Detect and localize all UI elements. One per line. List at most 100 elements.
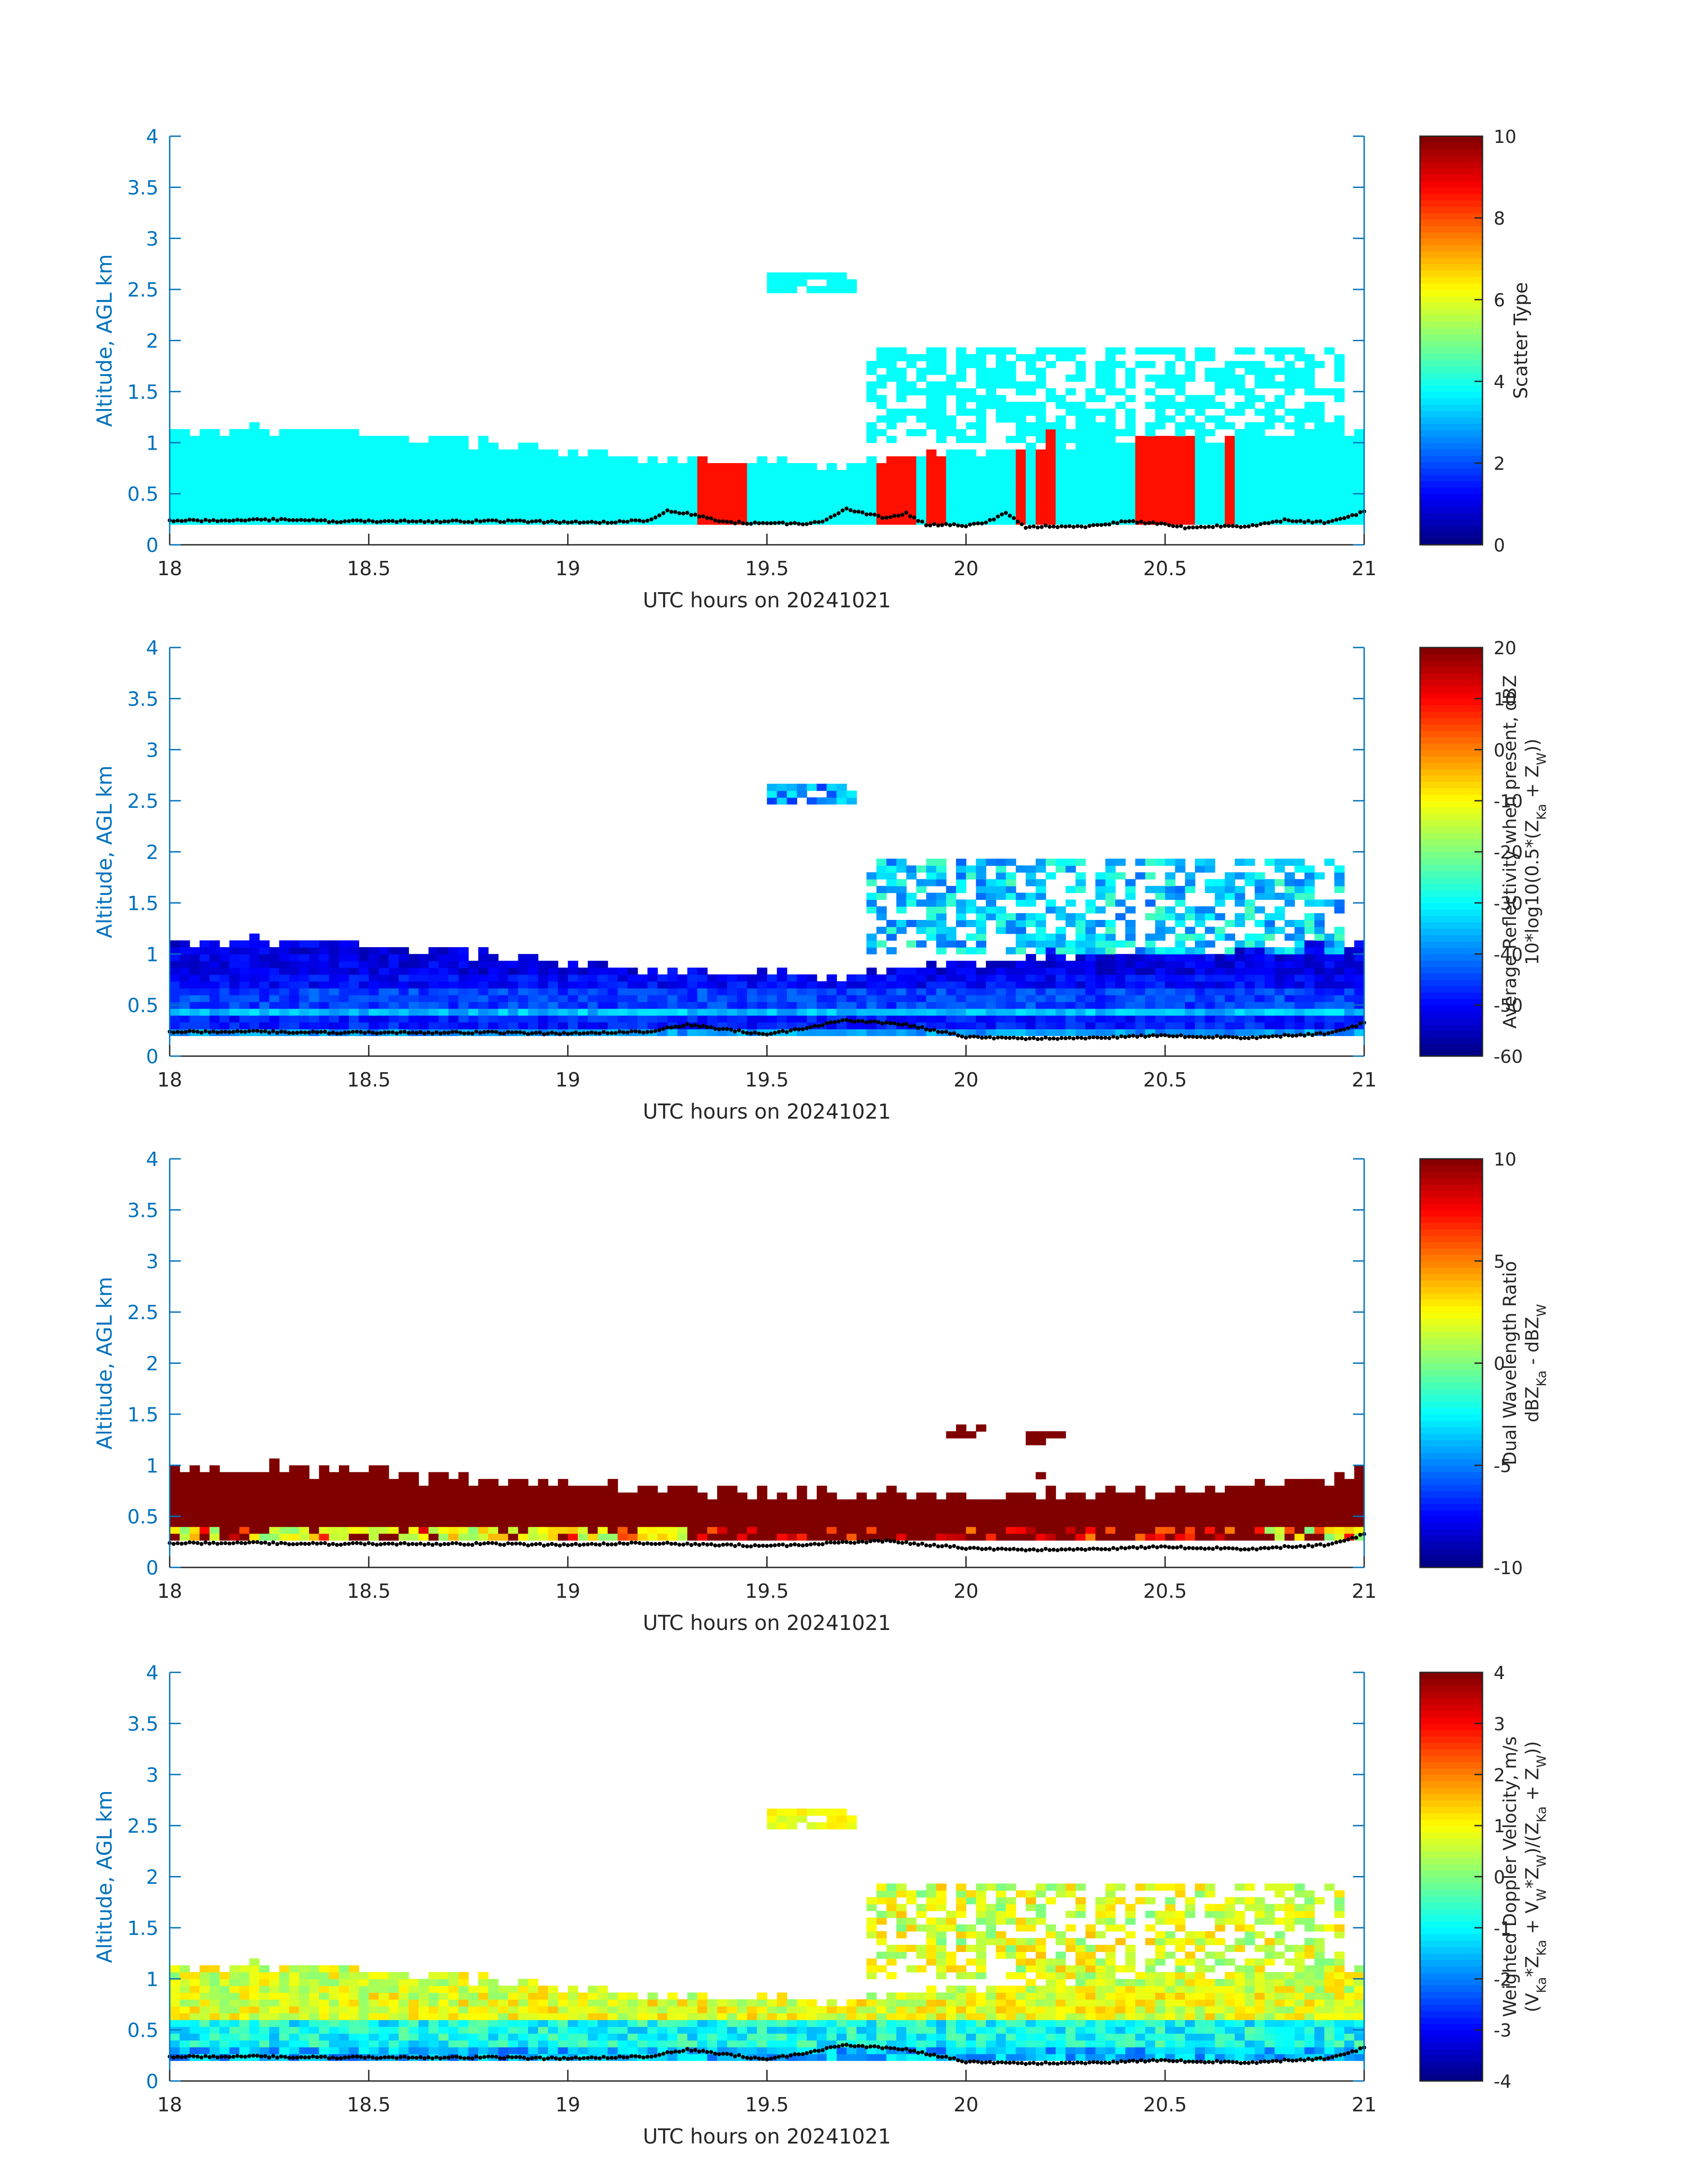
heatmap-cell <box>409 1486 419 1493</box>
heatmap-cell <box>1185 994 1195 1002</box>
heatmap-cell <box>219 988 230 995</box>
heatmap-cell <box>727 1015 738 1023</box>
heatmap-cell <box>309 1526 320 1534</box>
heatmap-cell <box>1254 374 1265 382</box>
heatmap-cell <box>637 974 648 982</box>
heatmap-cell <box>1265 988 1275 995</box>
heatmap-cell <box>309 463 320 471</box>
ground-dot <box>498 1031 502 1036</box>
heatmap-cell <box>946 981 956 989</box>
heatmap-cell <box>767 272 777 280</box>
heatmap-cell <box>1344 470 1355 477</box>
heatmap-cell <box>418 1008 429 1016</box>
ground-dot <box>1306 1032 1311 1036</box>
heatmap-cell <box>170 1486 180 1493</box>
heatmap-cell <box>618 470 628 477</box>
heatmap-cell <box>1244 906 1255 914</box>
heatmap-cell <box>687 497 698 505</box>
ground-dot <box>661 1027 666 1031</box>
ground-dot <box>928 1028 932 1032</box>
ground-dot <box>1011 1035 1016 1040</box>
heatmap-cell <box>1125 456 1136 464</box>
heatmap-cell <box>1334 504 1345 511</box>
heatmap-cell <box>607 981 618 989</box>
heatmap-cell <box>289 490 300 498</box>
heatmap-cell <box>269 947 280 955</box>
heatmap-cell <box>1304 940 1315 948</box>
heatmap-cell <box>1165 470 1176 477</box>
ground-dot <box>614 520 618 525</box>
heatmap-cell <box>1224 476 1235 484</box>
heatmap-cell <box>1334 961 1345 968</box>
colorbar-segment <box>1420 992 1482 999</box>
heatmap-cell <box>1125 381 1136 389</box>
heatmap-cell <box>1015 401 1026 409</box>
heatmap-cell <box>936 347 947 355</box>
heatmap-cell <box>1075 409 1086 416</box>
heatmap-cell <box>876 470 887 477</box>
ground-dot <box>422 520 427 524</box>
ground-dot <box>888 515 893 519</box>
heatmap-cell <box>1274 436 1285 443</box>
ground-dot <box>924 523 928 527</box>
heatmap-cell <box>199 994 210 1002</box>
heatmap-cell <box>1155 906 1165 914</box>
heatmap-cell <box>827 497 837 505</box>
ground-dot <box>1199 1035 1203 1039</box>
heatmap-cell <box>1105 456 1116 464</box>
heatmap-cell <box>936 381 947 389</box>
heatmap-cell <box>1265 954 1275 961</box>
ground-dot <box>1326 1031 1331 1036</box>
heatmap-cell <box>896 497 907 505</box>
heatmap-cell <box>508 1520 518 1527</box>
colorbar-segment <box>1420 436 1482 443</box>
heatmap-cell <box>1135 497 1146 505</box>
heatmap-cell <box>438 1479 449 1486</box>
heatmap-cell <box>428 1533 439 1541</box>
heatmap-cell <box>1175 994 1186 1002</box>
heatmap-cell <box>170 940 180 948</box>
heatmap-cell <box>1075 1002 1086 1009</box>
heatmap-cell <box>189 947 200 955</box>
ground-dot <box>1207 524 1211 529</box>
heatmap-cell <box>976 463 986 471</box>
heatmap-cell <box>528 476 539 484</box>
ground-dot <box>988 1035 992 1039</box>
heatmap-cell <box>1314 872 1325 880</box>
heatmap-cell <box>1045 470 1056 477</box>
heatmap-cell <box>1295 981 1305 989</box>
heatmap-cell <box>876 927 887 934</box>
heatmap-cell <box>597 981 608 989</box>
heatmap-cell <box>956 497 967 505</box>
heatmap-cell <box>886 886 897 893</box>
heatmap-cell <box>269 1465 280 1473</box>
heatmap-cell <box>1045 1008 1056 1016</box>
heatmap-cell <box>578 1486 589 1493</box>
heatmap-cell <box>916 504 927 511</box>
heatmap-cell <box>966 1015 977 1023</box>
heatmap-cell <box>339 470 350 477</box>
heatmap-cell <box>568 1492 578 1500</box>
heatmap-cell <box>388 981 399 989</box>
heatmap-cell <box>1224 1022 1235 1029</box>
heatmap-cell <box>438 470 449 477</box>
heatmap-cell <box>249 947 260 955</box>
heatmap-cell <box>468 994 479 1002</box>
heatmap-cell <box>1145 858 1156 866</box>
heatmap-cell <box>180 443 190 450</box>
heatmap-cell <box>597 1506 608 1513</box>
ground-dot <box>267 518 271 523</box>
ground-dot <box>371 519 375 523</box>
heatmap-cell <box>1195 994 1206 1002</box>
heatmap-cell <box>827 988 837 995</box>
heatmap-cell <box>717 994 728 1002</box>
heatmap-cell <box>379 497 389 505</box>
heatmap-cell <box>249 1506 260 1513</box>
heatmap-cell <box>757 1008 768 1016</box>
ground-dot <box>1155 1034 1159 1038</box>
heatmap-cell <box>299 443 309 450</box>
heatmap-cell <box>916 1029 927 1036</box>
heatmap-cell <box>349 988 359 995</box>
heatmap-cell <box>926 872 937 880</box>
heatmap-cell <box>986 401 996 409</box>
